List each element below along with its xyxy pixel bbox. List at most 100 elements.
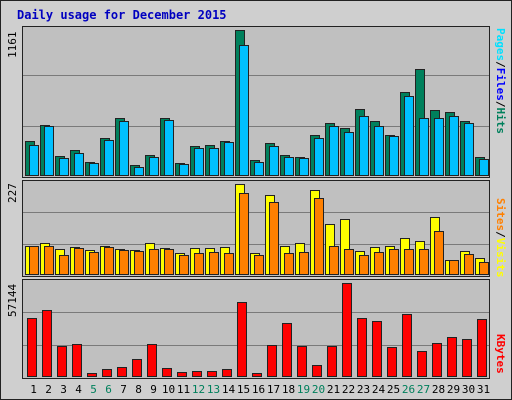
- bar-sites-day-23: [359, 255, 369, 275]
- bar-files-day-5: [89, 163, 99, 176]
- gridline: [23, 212, 489, 213]
- bar-files-day-12: [194, 148, 204, 176]
- bar-kbytes-day-19: [297, 346, 307, 377]
- x-tick-label-day-22: 22: [341, 383, 356, 396]
- bar-files-day-21: [329, 126, 339, 176]
- gridline: [23, 244, 489, 245]
- x-tick-label-day-8: 8: [135, 383, 142, 396]
- bar-files-day-23: [359, 116, 369, 176]
- bar-sites-day-21: [329, 246, 339, 275]
- bar-kbytes-day-27: [417, 351, 427, 377]
- bar-sites-day-7: [119, 250, 129, 275]
- x-tick-label-day-6: 6: [105, 383, 112, 396]
- bar-kbytes-day-15: [237, 302, 247, 377]
- legend-kbytes-label: KBytes: [494, 334, 507, 374]
- x-tick-label-day-12: 12: [191, 383, 206, 396]
- bar-sites-day-3: [59, 255, 69, 275]
- x-tick-label-day-20: 20: [311, 383, 326, 396]
- bar-files-day-8: [134, 167, 144, 176]
- bar-kbytes-day-11: [177, 372, 187, 377]
- bar-sites-day-24: [374, 252, 384, 275]
- hits-ymax-label: 1161: [6, 31, 19, 59]
- x-tick-label-day-5: 5: [90, 383, 97, 396]
- x-tick-label-day-31: 31: [476, 383, 491, 396]
- x-tick-label-day-9: 9: [150, 383, 157, 396]
- bar-kbytes-day-18: [282, 323, 292, 377]
- bar-sites-day-10: [164, 249, 174, 275]
- bar-kbytes-day-12: [192, 371, 202, 377]
- bar-kbytes-day-10: [162, 368, 172, 377]
- bar-files-day-31: [479, 159, 489, 176]
- bar-sites-day-8: [134, 251, 144, 275]
- x-tick-label-day-29: 29: [446, 383, 461, 396]
- kbytes-panel: [22, 279, 490, 379]
- bar-kbytes-day-14: [222, 369, 232, 377]
- bar-files-day-9: [149, 157, 159, 176]
- bar-files-day-29: [449, 116, 459, 176]
- bar-sites-day-4: [74, 248, 84, 275]
- bar-sites-day-5: [89, 252, 99, 275]
- bar-sites-day-9: [149, 249, 159, 275]
- x-tick-label-day-11: 11: [176, 383, 191, 396]
- bar-kbytes-day-17: [267, 345, 277, 377]
- bar-files-day-14: [224, 142, 234, 176]
- bar-kbytes-day-20: [312, 365, 322, 377]
- bar-kbytes-day-5: [87, 373, 97, 377]
- x-tick-label-day-16: 16: [251, 383, 266, 396]
- hits-files-pages-panel: [22, 26, 490, 178]
- bar-kbytes-day-7: [117, 367, 127, 377]
- bar-files-day-3: [59, 158, 69, 176]
- bar-kbytes-day-23: [357, 318, 367, 377]
- gridline: [23, 126, 489, 127]
- legend-pages: Pages: [494, 28, 507, 62]
- gridline: [23, 312, 489, 313]
- bar-sites-day-18: [284, 253, 294, 275]
- bar-sites-day-27: [419, 249, 429, 275]
- bar-sites-day-2: [44, 246, 54, 275]
- x-tick-label-day-15: 15: [236, 383, 251, 396]
- x-tick-label-day-23: 23: [356, 383, 371, 396]
- legend-kbytes: KBytes: [494, 334, 507, 374]
- bar-sites-day-15: [239, 193, 249, 275]
- x-tick-label-day-28: 28: [431, 383, 446, 396]
- bar-kbytes-day-31: [477, 319, 487, 377]
- x-tick-label-day-3: 3: [60, 383, 67, 396]
- sites-visits-panel: [22, 180, 490, 277]
- bar-files-day-4: [74, 153, 84, 176]
- bar-sites-day-22: [344, 249, 354, 275]
- bar-kbytes-day-24: [372, 321, 382, 377]
- bar-sites-day-13: [209, 252, 219, 275]
- bar-files-day-22: [344, 132, 354, 176]
- bar-files-day-19: [299, 158, 309, 176]
- x-tick-label-day-21: 21: [326, 383, 341, 396]
- bar-files-day-17: [269, 146, 279, 176]
- bar-files-day-10: [164, 120, 174, 176]
- bar-kbytes-day-8: [132, 359, 142, 377]
- bar-sites-day-20: [314, 198, 324, 275]
- x-tick-label-day-13: 13: [206, 383, 221, 396]
- bar-files-day-7: [119, 121, 129, 176]
- bar-files-day-16: [254, 162, 264, 176]
- bar-kbytes-day-28: [432, 343, 442, 377]
- bar-kbytes-day-1: [27, 318, 37, 377]
- gridline: [23, 75, 489, 76]
- bar-files-day-11: [179, 164, 189, 176]
- bar-files-day-15: [239, 45, 249, 176]
- kbytes-ymax-label: 57144: [6, 283, 19, 317]
- x-tick-label-day-1: 1: [30, 383, 37, 396]
- bar-files-day-27: [419, 118, 429, 176]
- legend-sites: Sites: [494, 198, 507, 232]
- bar-files-day-6: [104, 140, 114, 176]
- x-tick-label-day-2: 2: [45, 383, 52, 396]
- legend-pages-files-hits: Pages/Files/Hits: [494, 28, 507, 134]
- gridline: [23, 345, 489, 346]
- bar-sites-day-12: [194, 253, 204, 275]
- x-tick-label-day-24: 24: [371, 383, 386, 396]
- bar-sites-day-26: [404, 249, 414, 275]
- bar-kbytes-day-4: [72, 344, 82, 377]
- bar-kbytes-day-29: [447, 337, 457, 377]
- bar-kbytes-day-26: [402, 314, 412, 377]
- bar-kbytes-day-13: [207, 371, 217, 377]
- bar-kbytes-day-30: [462, 339, 472, 377]
- x-tick-label-day-26: 26: [401, 383, 416, 396]
